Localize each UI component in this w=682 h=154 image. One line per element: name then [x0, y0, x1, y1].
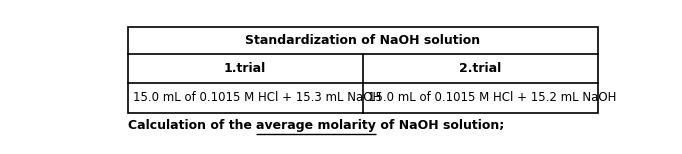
Text: average molarity: average molarity: [256, 119, 376, 132]
Text: Standardization of NaOH solution: Standardization of NaOH solution: [245, 34, 480, 47]
Text: 2.trial: 2.trial: [459, 62, 501, 75]
Text: Calculation of the: Calculation of the: [128, 119, 256, 132]
Text: 15.0 mL of 0.1015 M HCl + 15.2 mL NaOH: 15.0 mL of 0.1015 M HCl + 15.2 mL NaOH: [368, 91, 617, 104]
Text: 1.trial: 1.trial: [224, 62, 266, 75]
Text: 15.0 mL of 0.1015 M HCl + 15.3 mL NaOH: 15.0 mL of 0.1015 M HCl + 15.3 mL NaOH: [133, 91, 381, 104]
Text: of NaOH solution;: of NaOH solution;: [376, 119, 504, 132]
